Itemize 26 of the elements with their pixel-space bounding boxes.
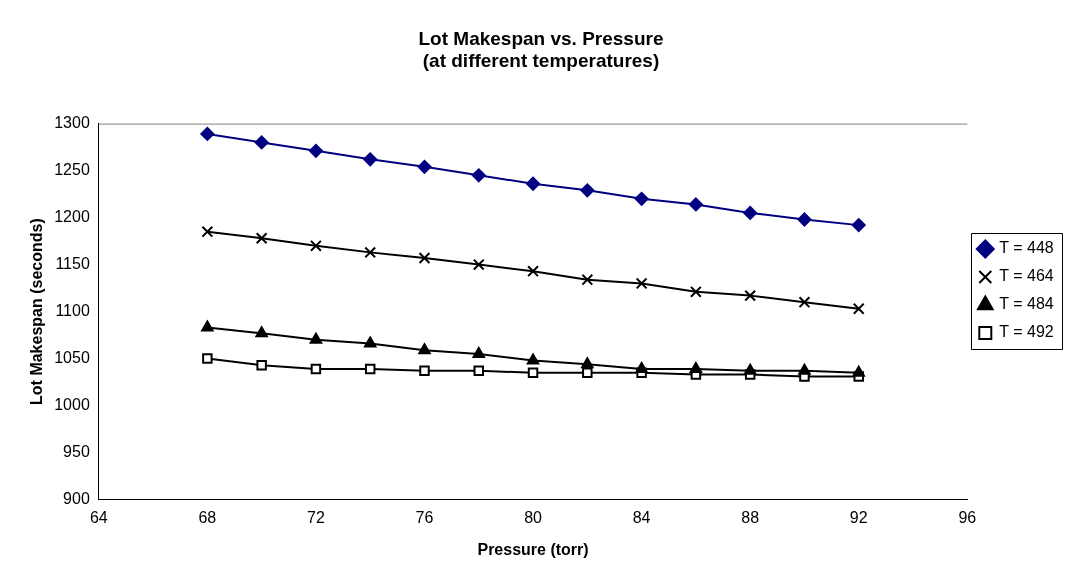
y-tick-label: 1200 — [54, 208, 90, 226]
y-tick-label: 1000 — [54, 396, 90, 414]
x-tick-label: 96 — [958, 508, 977, 526]
legend-label: T = 448 — [999, 239, 1054, 257]
x-tick-label: 72 — [307, 508, 325, 526]
y-tick-label: 900 — [63, 490, 90, 508]
y-tick-label: 1250 — [54, 161, 90, 179]
x-axis-title: Pressure (torr) — [477, 540, 589, 558]
legend-label: T = 484 — [999, 295, 1054, 313]
legend-label: T = 464 — [999, 267, 1054, 285]
x-tick-label: 64 — [89, 508, 108, 526]
x-tick-label: 88 — [741, 508, 760, 526]
x-tick-label: 76 — [415, 508, 434, 526]
y-axis-title: Lot Makespan (seconds) — [28, 218, 46, 405]
x-tick-label: 68 — [198, 508, 217, 526]
x-tick-label: 80 — [524, 508, 543, 526]
text: Lot Makespan vs. Pressure — [418, 27, 664, 49]
y-tick-label: 1150 — [55, 255, 90, 273]
x-tick-label: 92 — [849, 508, 868, 526]
y-tick-label: 1300 — [54, 114, 90, 132]
text: (at different temperatures) — [422, 50, 660, 72]
y-tick-label: 1050 — [54, 349, 90, 367]
x-tick-label: 84 — [632, 508, 651, 526]
y-tick-label: 950 — [63, 443, 90, 461]
legend-label: T = 492 — [999, 323, 1054, 341]
y-tick-label: 1100 — [55, 302, 90, 320]
